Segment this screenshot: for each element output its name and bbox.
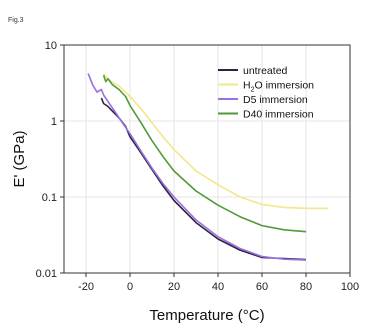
plot-frame [63, 44, 351, 274]
legend-label-d5-immersion: D5 immersion [243, 94, 308, 106]
y-tick-label: 0.01 [36, 268, 57, 280]
x-axis-tick-labels: -20 0 20 40 60 80 100 [78, 281, 359, 293]
figure-label: Fig.3 [8, 17, 24, 24]
legend-label-untreated: untreated [243, 65, 288, 77]
y-axis-title: E' (GPa) [11, 130, 28, 187]
x-axis-title: Temperature (°C) [149, 307, 264, 324]
legend-label-d40-immersion: D40 immersion [243, 109, 314, 121]
x-tick-label: 0 [127, 281, 133, 293]
series-line-d5-immersion [87, 73, 307, 261]
x-tick-label: 20 [168, 281, 180, 293]
x-tick-label: 60 [256, 281, 268, 293]
y-tick-label: 1 [51, 116, 57, 128]
series-lines [87, 73, 328, 261]
y-axis-tick-labels: 0.01 0.1 1 10 [36, 40, 57, 280]
y-tick-label: 0.1 [42, 192, 57, 204]
series-line-h2o-immersion [102, 73, 328, 210]
axis-ticks [60, 44, 351, 277]
x-tick-label: 40 [212, 281, 224, 293]
series-line-untreated [100, 97, 307, 261]
x-tick-label: 80 [300, 281, 312, 293]
x-tick-label: 100 [341, 281, 359, 293]
x-tick-label: -20 [78, 281, 94, 293]
series-line-d40-immersion [102, 74, 307, 233]
legend-label-h2o-immersion: H2O immersion [243, 80, 314, 94]
y-tick-label: 10 [45, 40, 57, 52]
